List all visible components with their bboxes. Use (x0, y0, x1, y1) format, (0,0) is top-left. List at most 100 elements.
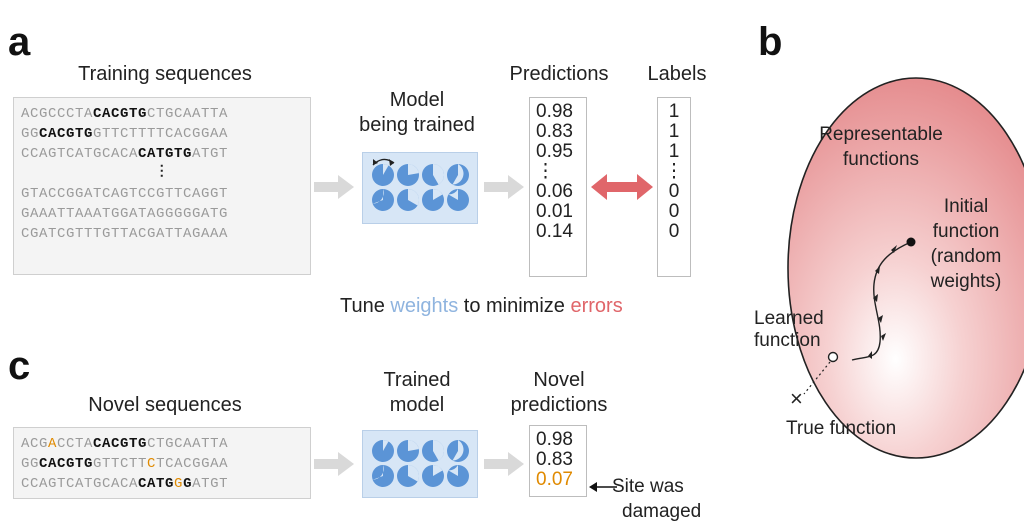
label-value: 1 (668, 101, 680, 122)
sequence-line: GGCACGTGGTTCTTCTCACGGAA (21, 454, 303, 474)
label-value: 1 (668, 141, 680, 162)
arrow-to-novel-predictions (484, 452, 524, 476)
error-dotted-line (803, 361, 831, 395)
novel-sequences-title: Novel sequences (88, 394, 242, 416)
weight-dial-notch (372, 189, 384, 204)
prediction-value: 0.06 (536, 181, 573, 202)
weight-dial-notch (383, 440, 389, 451)
weight-dial-notch (408, 440, 419, 451)
model-title-line1: Model (389, 89, 445, 111)
weight-dial-notch (408, 164, 419, 175)
sequence-line: GGCACGTGGTTCTTTTCACGGAA (21, 124, 303, 144)
prediction-value: 0.83 (536, 121, 573, 142)
learned-function-label: Learned function (754, 308, 864, 352)
motif-segment: CACGTG (39, 456, 94, 472)
sequence-segment: CGATCGTTTGTTACGATTAGAAA (21, 226, 229, 242)
sequence-segment: CCAGTCATGCACA (21, 146, 139, 162)
learned-line1: Learned (754, 308, 824, 329)
trained-model-title: Trained model (352, 368, 482, 418)
weight-dial-notch (372, 465, 384, 480)
damaged-pointer-arrow (589, 482, 617, 492)
weight-dial-notch (452, 440, 464, 461)
arrow-to-trained-model (314, 452, 354, 476)
error-double-arrow (591, 174, 653, 200)
sequence-ellipsis: ⋮ (154, 164, 170, 180)
representable-functions-region (787, 77, 1024, 459)
novel-predictions-title: Novel predictions (494, 368, 624, 418)
weight-dial-notch (452, 164, 464, 185)
sequence-segment: GG (21, 456, 40, 472)
model-being-trained-title: Model being trained (352, 88, 482, 138)
sequence-segment: GTTCTT (93, 456, 148, 472)
prediction-value: 0.95 (536, 141, 573, 162)
model-weight-dials (372, 158, 469, 211)
region-label-line2: functions (842, 149, 920, 170)
sequence-segment: CCAGTCATGCACA (21, 476, 139, 492)
initial-line1: Initial (943, 196, 989, 217)
rotate-arrowhead (389, 159, 394, 166)
label-value: ⋮ (664, 161, 684, 182)
label-value: 0 (668, 181, 680, 202)
prediction-value: 0.01 (536, 201, 573, 222)
labels-box: 1 1 1 ⋮ 0 0 0 (657, 97, 691, 277)
weight-dial-notch (383, 164, 389, 175)
initial-line3: (random (930, 246, 1002, 267)
motif-segment: CATGTG (138, 146, 193, 162)
initial-line4: weights) (930, 271, 1002, 292)
mutation-segment: G (174, 476, 184, 492)
prediction-value: ⋮ (536, 161, 555, 182)
region-label-line1: Representable (819, 124, 943, 145)
novel-prediction-value: 0.98 (536, 429, 573, 450)
panel-label-c: c (8, 344, 31, 388)
sequence-line: CCAGTCATGCACACATGTGATGT (21, 144, 303, 164)
trained-model (362, 430, 478, 498)
sequence-segment: ATGT (192, 146, 229, 162)
training-sequences-title: Training sequences (78, 63, 252, 85)
predictions-box: 0.98 0.83 0.95 ⋮ 0.06 0.01 0.14 (529, 97, 587, 277)
tune-weights-caption: Tune weights to minimize errors (340, 295, 720, 318)
motif-segment: CACGTG (93, 436, 148, 452)
predictions-title: Predictions (509, 63, 609, 85)
damaged-line1: Site was (612, 476, 684, 497)
motif-segment: CATG (138, 476, 175, 492)
sequence-line: GTACCGGATCAGTCCGTTCAGGT (21, 184, 303, 204)
sequence-line: ACGCCCTACACGTGCTGCAATTA (21, 104, 303, 124)
sequence-segment: CTGCAATTA (147, 106, 229, 122)
sequence-line: CCAGTCATGCACACATGGGATGT (21, 474, 303, 494)
weight-dial-notch (408, 465, 419, 482)
mutation-segment: A (48, 436, 58, 452)
representable-functions-label: Representable functions (806, 122, 956, 172)
sequence-segment: GTTCTTTTCACGGAA (93, 126, 229, 142)
label-value: 1 (668, 121, 680, 142)
caption-pre: Tune (340, 295, 391, 317)
sequence-segment: GTACCGGATCAGTCCGTTCAGGT (21, 186, 229, 202)
motif-segment: G (183, 476, 193, 492)
sequence-line: ACGACCTACACGTGCTGCAATTA (21, 434, 303, 454)
trajectory-arrowheads (868, 245, 897, 359)
sequence-segment: ACGCCCTA (21, 106, 94, 122)
panel-label-b: b (758, 20, 783, 64)
model-being-trained (362, 152, 478, 224)
prediction-value: 0.98 (536, 101, 573, 122)
sequence-segment: ATGT (192, 476, 229, 492)
motif-segment: CACGTG (93, 106, 148, 122)
sequence-line: CGATCGTTTGTTACGATTAGAAA (21, 224, 303, 244)
weight-dial-notch (433, 465, 443, 476)
novel-sequences-box: ACGACCTACACGTGCTGCAATTA GGCACGTGGTTCTTCTC… (13, 427, 311, 499)
prediction-value: 0.14 (536, 221, 573, 242)
caption-errors: errors (570, 295, 623, 317)
mutation-segment: C (147, 456, 157, 472)
sequence-line: GAAATTAAATGGATAGGGGGATG (21, 204, 303, 224)
motif-segment: CACGTG (39, 126, 94, 142)
novel-predictions-box: 0.98 0.83 0.07 (529, 425, 587, 497)
learned-function-dot (827, 351, 839, 363)
trained-line2: model (389, 394, 445, 416)
trained-model-dials (372, 440, 469, 487)
novel-prediction-value: 0.83 (536, 449, 573, 470)
true-function-marker: × (790, 386, 803, 411)
novel-pred-line1: Novel (533, 369, 585, 391)
sequence-segment: CTGCAATTA (147, 436, 229, 452)
initial-function-dot (906, 237, 916, 247)
trained-line1: Trained (383, 369, 451, 391)
initial-function-label: Initial function (random weights) (912, 194, 1020, 294)
